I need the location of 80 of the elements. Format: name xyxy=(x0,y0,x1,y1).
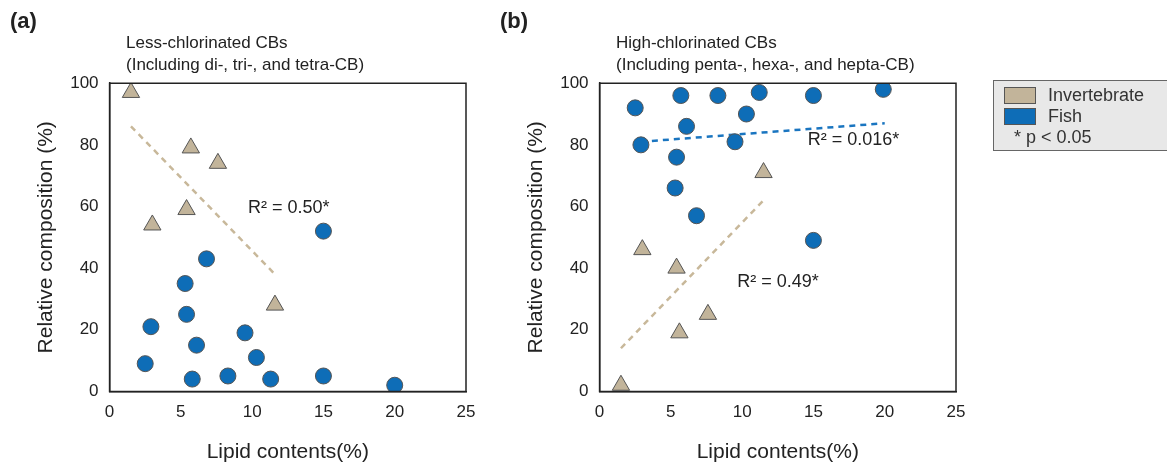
x-tick-label: 15 xyxy=(313,402,333,422)
point xyxy=(804,87,822,105)
point xyxy=(121,83,141,98)
x-tick-label: 20 xyxy=(875,402,895,422)
point xyxy=(672,87,690,105)
chart-title: High-chlorinated CBs xyxy=(616,32,778,54)
text: * p < 0.05 xyxy=(1013,127,1093,148)
chart-title: Less-chlorinated CBs xyxy=(126,32,289,54)
annotation: R² = 0.49* xyxy=(737,271,819,292)
x-tick-label: 5 xyxy=(176,402,186,422)
x-tick-label: 25 xyxy=(456,402,476,422)
point xyxy=(265,294,285,311)
x-tick-label: 0 xyxy=(594,402,605,422)
x-tick-label: 25 xyxy=(946,402,966,422)
chart-subtitle: (Including di-, tri-, and tetra-CB) xyxy=(126,54,365,76)
point xyxy=(611,374,631,391)
x-tick-label: 10 xyxy=(242,402,262,422)
point xyxy=(181,137,200,154)
y-tick-label: 80 xyxy=(569,134,589,154)
point xyxy=(176,275,194,293)
point xyxy=(668,148,686,166)
y-tick-label: 40 xyxy=(79,257,99,277)
x-tick-label: 5 xyxy=(666,402,676,422)
point xyxy=(136,355,154,373)
y-tick-label: 40 xyxy=(569,257,589,277)
x-tick-label: 10 xyxy=(732,402,752,422)
y-tick-label: 60 xyxy=(569,196,589,216)
point xyxy=(247,349,265,366)
x-tick-label: 15 xyxy=(803,402,823,422)
point xyxy=(314,222,332,240)
y-axis-title: Relative composition (%) xyxy=(33,121,57,354)
y-tick-label: 100 xyxy=(70,72,99,92)
point xyxy=(667,257,686,274)
point xyxy=(236,324,254,342)
chart-subtitle: (Including penta-, hexa-, and hepta-CB) xyxy=(616,54,915,76)
point xyxy=(678,117,696,135)
y-axis-title: Relative composition (%) xyxy=(523,121,547,354)
point xyxy=(632,136,650,154)
text: (b) xyxy=(500,8,529,34)
point xyxy=(314,367,332,385)
y-tick-label: 60 xyxy=(79,196,99,216)
x-tick-label: 20 xyxy=(385,402,405,422)
point xyxy=(188,336,206,354)
point xyxy=(143,214,162,231)
point xyxy=(177,199,196,216)
x-tick-label: 0 xyxy=(104,402,115,422)
text: (a) xyxy=(10,8,37,34)
point xyxy=(386,376,404,392)
y-tick-label: 0 xyxy=(89,381,99,401)
point xyxy=(633,239,652,256)
y-tick-label: 20 xyxy=(569,319,589,339)
point xyxy=(754,162,773,179)
point xyxy=(208,152,228,169)
annotation: R² = 0.50* xyxy=(247,197,330,218)
y-tick-label: 20 xyxy=(79,319,99,339)
point xyxy=(737,105,755,123)
point xyxy=(178,305,196,323)
point xyxy=(670,322,689,339)
x-axis-title: Lipid contents(%) xyxy=(206,439,369,463)
annotation: R² = 0.016* xyxy=(807,129,900,150)
y-tick-label: 0 xyxy=(579,381,589,401)
x-axis-title: Lipid contents(%) xyxy=(696,439,859,463)
point xyxy=(142,318,160,336)
point xyxy=(804,231,822,249)
point xyxy=(262,370,280,388)
point xyxy=(219,367,237,385)
legend-label: Fish xyxy=(1048,106,1083,127)
point xyxy=(688,207,706,225)
y-tick-label: 80 xyxy=(79,134,99,154)
point xyxy=(709,87,727,105)
point xyxy=(698,303,718,320)
point xyxy=(874,83,892,98)
y-tick-label: 100 xyxy=(560,72,589,92)
point xyxy=(666,179,684,197)
point xyxy=(626,99,644,117)
point xyxy=(726,133,744,151)
point xyxy=(183,370,201,388)
point xyxy=(198,250,216,268)
legend-label: Invertebrate xyxy=(1048,85,1145,106)
point xyxy=(750,83,768,101)
